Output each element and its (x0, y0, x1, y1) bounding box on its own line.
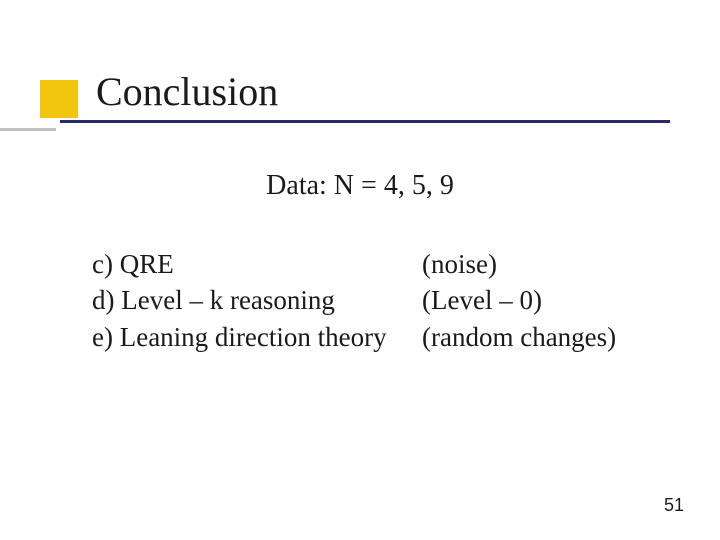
content-row: e) Leaning direction theory (random chan… (92, 319, 616, 355)
page-number: 51 (664, 495, 684, 516)
title-underline-secondary (0, 128, 56, 131)
content-row: d) Level – k reasoning (Level – 0) (92, 282, 616, 318)
content-body: c) QRE (noise) d) Level – k reasoning (L… (92, 246, 616, 355)
content-cell-right: (noise) (422, 246, 497, 282)
content-cell-left: e) Leaning direction theory (92, 319, 422, 355)
slide-subtitle: Data: N = 4, 5, 9 (0, 170, 720, 202)
content-cell-right: (Level – 0) (422, 282, 542, 318)
slide-title: Conclusion (96, 68, 278, 115)
content-cell-left: d) Level – k reasoning (92, 282, 422, 318)
content-row: c) QRE (noise) (92, 246, 616, 282)
content-cell-left: c) QRE (92, 246, 422, 282)
slide: Conclusion Data: N = 4, 5, 9 c) QRE (noi… (0, 0, 720, 540)
title-accent-square (40, 80, 78, 118)
title-underline-primary (60, 120, 670, 123)
content-cell-right: (random changes) (422, 319, 616, 355)
